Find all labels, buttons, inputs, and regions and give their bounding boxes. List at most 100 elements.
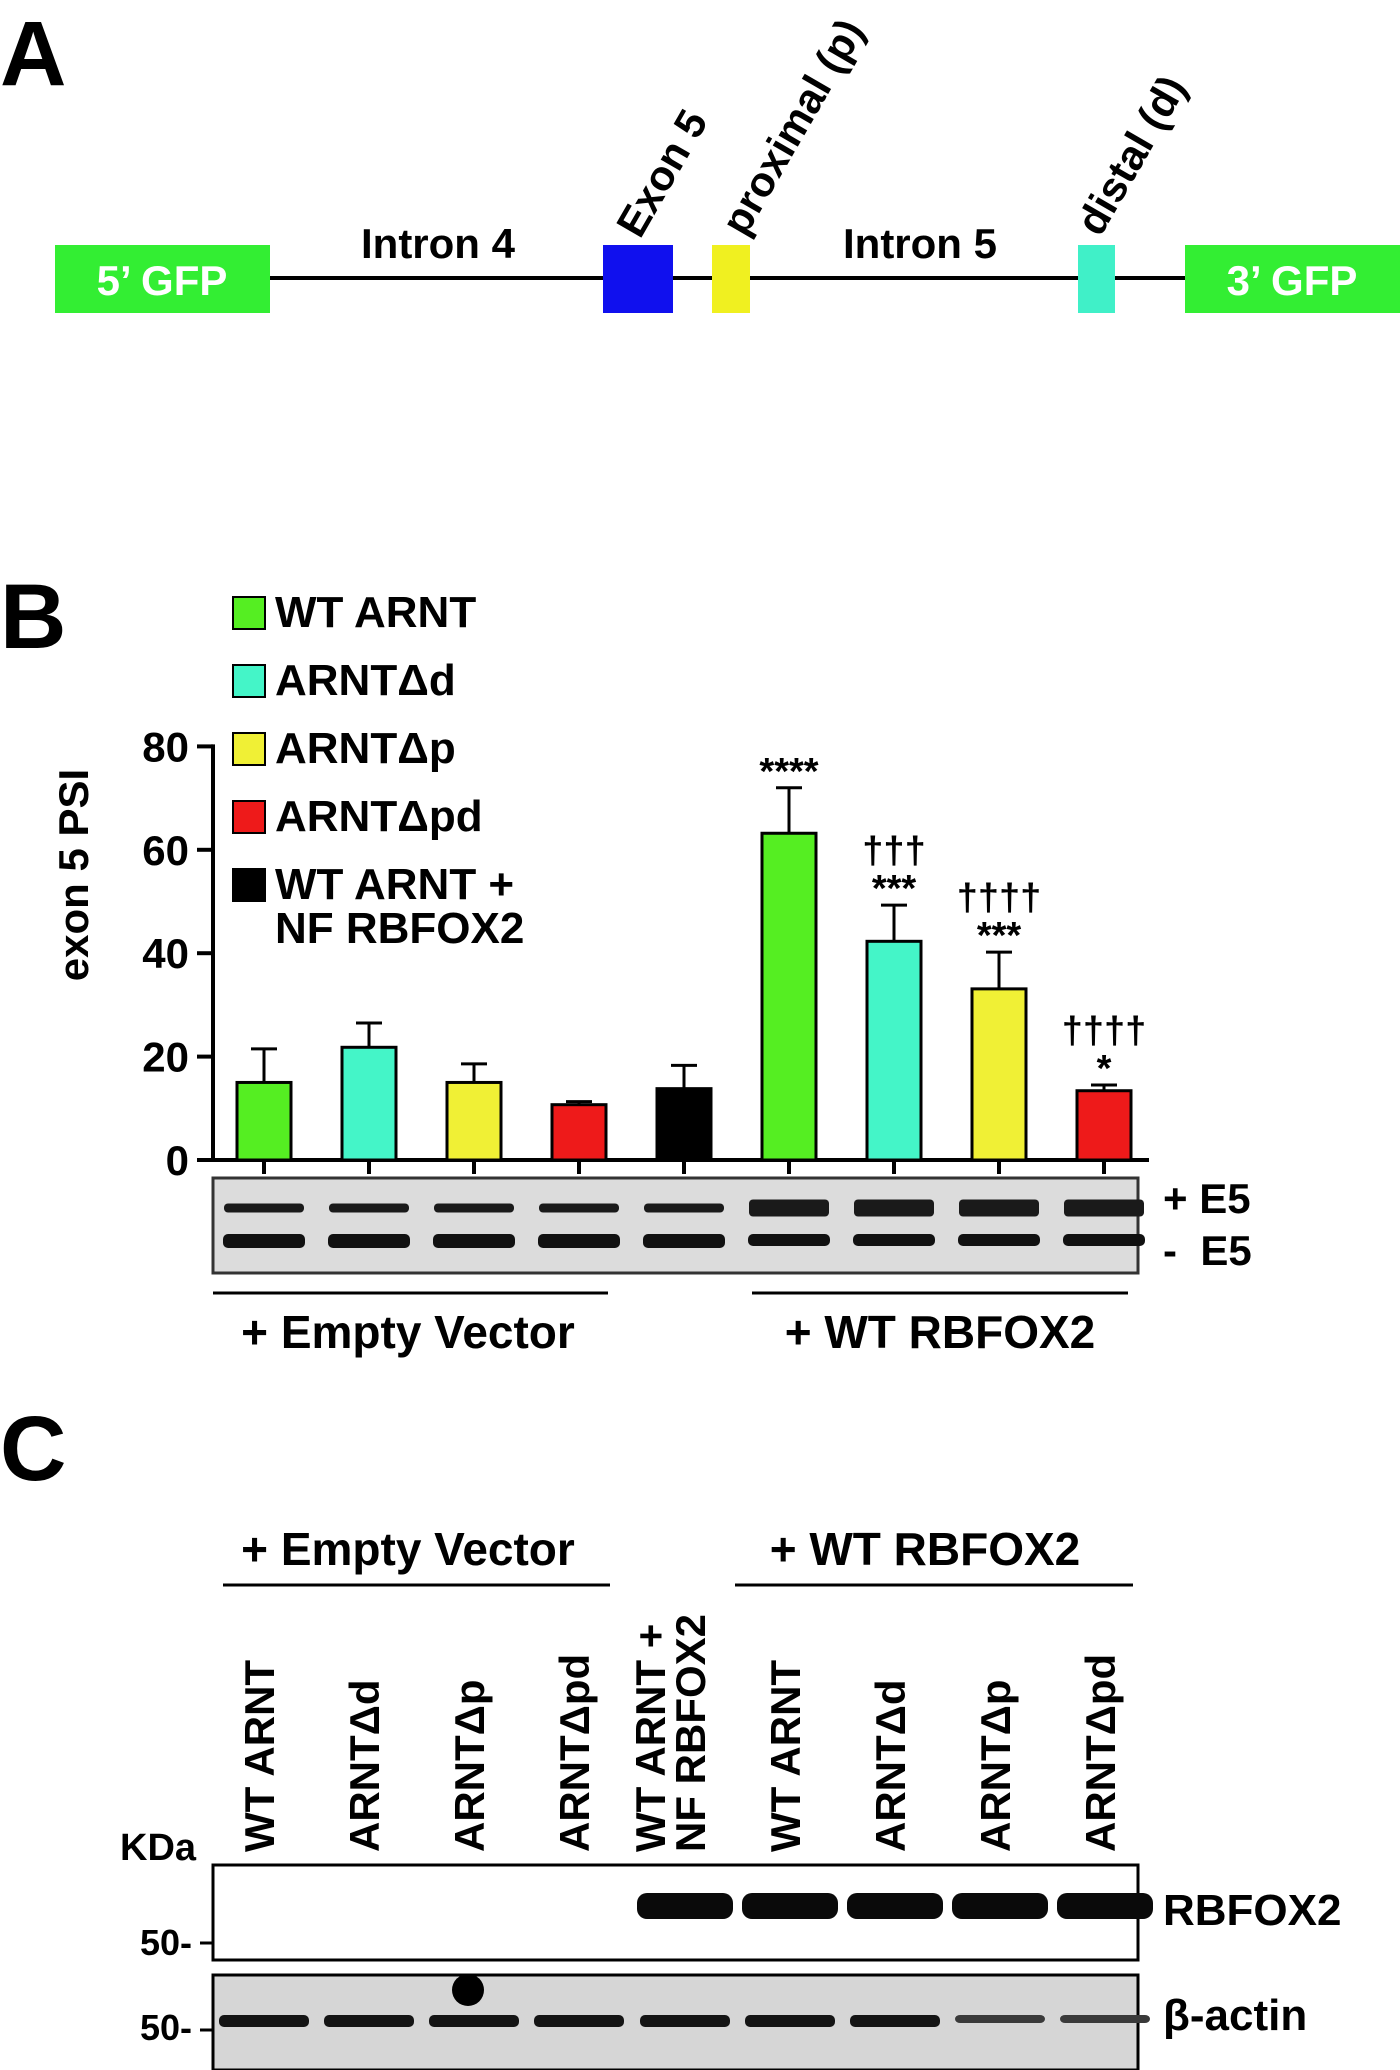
panel-c: C + Empty Vector + WT RBFOX2 WT ARNT ARNT… — [0, 1398, 1341, 2070]
gfp3-label: 3’ GFP — [1227, 257, 1358, 304]
gel-band-plus-e5 — [329, 1203, 409, 1213]
legend-label: ARNTΔp — [275, 724, 456, 773]
proximal-box — [712, 245, 750, 313]
gel-band-minus-e5 — [433, 1234, 515, 1248]
gfp5-label: 5’ GFP — [97, 257, 228, 304]
beta-actin-band — [219, 2015, 309, 2027]
exon5-label: Exon 5 — [607, 102, 717, 245]
lane-label: ARNTΔpd — [551, 1654, 598, 1852]
y-tick-label: 60 — [142, 827, 189, 874]
legend-swatch — [232, 868, 266, 902]
group-label-wt-rbfox2: + WT RBFOX2 — [785, 1306, 1096, 1358]
panel-b-letter: B — [0, 566, 66, 668]
western-blots — [200, 1863, 1153, 2070]
beta-actin-band — [640, 2015, 730, 2027]
western-group-label-wt-rbfox2: + WT RBFOX2 — [770, 1523, 1081, 1575]
y-tick-label: 80 — [142, 723, 189, 770]
lane-label: ARNTΔd — [341, 1680, 388, 1853]
lane-label: ARNTΔpd — [1077, 1654, 1124, 1852]
gel-band-minus-e5 — [328, 1234, 410, 1248]
gel-label-minus-e5: - E5 — [1163, 1227, 1252, 1274]
gel-band-plus-e5 — [224, 1203, 304, 1213]
gel-band-plus-e5 — [1064, 1199, 1144, 1217]
gel-band-plus-e5 — [749, 1199, 829, 1217]
panel-a: A 5’ GFP Intron 4 Exon 5 proximal (p) In… — [0, 3, 1400, 313]
legend-label: NF RBFOX2 — [275, 904, 524, 953]
bar — [760, 831, 818, 1162]
significance-stars: **** — [759, 751, 818, 793]
panel-a-letter: A — [0, 3, 66, 105]
rbfox2-band — [952, 1893, 1048, 1919]
marker-50-bottom: 50- — [140, 2007, 192, 2048]
exon5-box — [603, 245, 673, 313]
gel-band-plus-e5 — [854, 1199, 934, 1217]
beta-actin-band — [745, 2015, 835, 2027]
significance-stars: *** — [977, 915, 1022, 957]
gel-background — [211, 1176, 1140, 1275]
beta-actin-band — [429, 2015, 519, 2027]
gel-band-minus-e5 — [1063, 1234, 1145, 1246]
distal-label: distal (d) — [1067, 67, 1195, 242]
legend-label: WT ARNT — [275, 588, 476, 637]
lane-label: WT ARNT — [762, 1660, 809, 1852]
lane-labels: WT ARNT ARNTΔd ARNTΔp ARNTΔpd WT ARNT +NF RB… — [236, 1614, 1124, 1852]
bar — [970, 987, 1028, 1162]
gel-band-minus-e5 — [958, 1234, 1040, 1246]
bar — [655, 1087, 713, 1162]
gel-band-plus-e5 — [539, 1203, 619, 1213]
beta-actin-band — [1060, 2015, 1150, 2023]
significance-stars: *** — [872, 868, 917, 910]
significance-daggers: †††† — [957, 877, 1042, 919]
gfp5-box — [55, 245, 270, 313]
bar — [1075, 1089, 1133, 1162]
blot-label-beta-actin: β-actin — [1163, 1991, 1307, 2040]
bar — [550, 1103, 608, 1162]
proximal-label: proximal (p) — [712, 11, 873, 243]
lane-label: WT ARNT — [236, 1660, 283, 1852]
lane-label: ARNTΔp — [446, 1680, 493, 1853]
gel-band-minus-e5 — [748, 1234, 830, 1246]
legend-swatch — [232, 800, 266, 834]
legend-label: ARNTΔpd — [275, 792, 483, 841]
legend-label: WT ARNT + — [275, 860, 514, 909]
beta-actin-band — [534, 2015, 624, 2027]
lane-label: NF RBFOX2 — [667, 1614, 714, 1852]
gel-label-plus-e5: + E5 — [1163, 1175, 1251, 1222]
gel-band-minus-e5 — [643, 1234, 725, 1248]
legend-swatch — [232, 664, 266, 698]
rbfox2-band — [1057, 1893, 1153, 1919]
significance-daggers: †††† — [1062, 1010, 1147, 1052]
beta-actin-band — [850, 2015, 940, 2027]
legend-label: ARNTΔd — [275, 656, 456, 705]
y-tick-label: 40 — [142, 930, 189, 977]
bar — [340, 1045, 398, 1162]
y-tick-label: 20 — [142, 1034, 189, 1081]
blot-label-rbfox2: RBFOX2 — [1163, 1886, 1341, 1935]
panel-c-letter: C — [0, 1398, 66, 1500]
group-label-empty-vector: + Empty Vector — [241, 1306, 575, 1358]
lane-label: ARNTΔd — [867, 1680, 914, 1853]
bar — [445, 1080, 503, 1162]
bar — [235, 1080, 293, 1162]
bar — [865, 939, 923, 1162]
y-axis-title: exon 5 PSI — [50, 769, 97, 981]
gel-band-plus-e5 — [959, 1199, 1039, 1217]
gel-band-plus-e5 — [434, 1203, 514, 1213]
beta-actin-band — [955, 2015, 1045, 2023]
rbfox2-band — [847, 1893, 943, 1919]
lane-label: WT ARNT + — [627, 1624, 674, 1852]
chart-bars: *******†††***††††*†††† — [235, 751, 1147, 1162]
intron5-label: Intron 5 — [843, 220, 997, 267]
legend-swatch — [232, 732, 266, 766]
gel-image — [211, 1176, 1145, 1275]
distal-box — [1078, 245, 1115, 313]
significance-daggers: ††† — [862, 830, 925, 872]
intron4-label: Intron 4 — [361, 220, 516, 267]
gfp3-box — [1185, 245, 1400, 313]
kda-label: KDa — [120, 1827, 197, 1869]
lane-label: ARNTΔp — [972, 1680, 1019, 1853]
rbfox2-band — [637, 1893, 733, 1919]
marker-50-top: 50- — [140, 1922, 192, 1963]
